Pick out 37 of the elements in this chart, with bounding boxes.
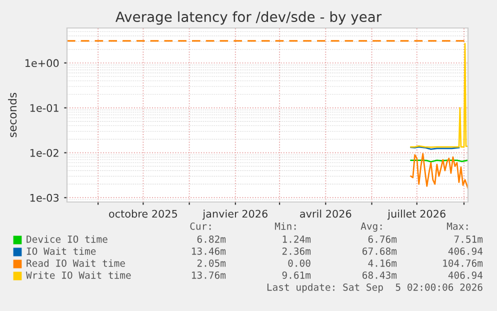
- text: 6.76m: [368, 235, 397, 243]
- x-tick-label: juillet 2026: [387, 210, 446, 220]
- text: Cur:: [190, 222, 211, 230]
- x-tick-label: avril 2026: [300, 210, 352, 218]
- legend-label: Write IO Wait time: [26, 271, 131, 279]
- text: 9.61m: [282, 271, 311, 279]
- text: Min:: [274, 222, 296, 230]
- text: 4.16m: [368, 259, 397, 267]
- text: Avg:: [360, 222, 382, 232]
- x-tick-label: octobre 2025: [109, 210, 178, 218]
- chart-title: Average latency for /dev/sde - by year: [116, 11, 382, 25]
- legend-label: Device IO time: [26, 235, 108, 243]
- y-tick-label: 1e-02: [30, 148, 58, 157]
- text: 104.76m: [443, 259, 483, 267]
- text: 406.94: [448, 271, 483, 279]
- line-series: [410, 42, 468, 148]
- text: 7.51m: [454, 236, 483, 243]
- text: 13.46m: [192, 247, 226, 255]
- text: 6.82m: [197, 235, 226, 243]
- text: 0.00: [288, 259, 310, 267]
- legend-label: IO Wait time: [26, 247, 96, 255]
- y-tick-label: 1e+00: [25, 59, 59, 68]
- text: 2.05m: [197, 259, 226, 267]
- y-tick-label: 1e-01: [30, 104, 58, 112]
- text: 2.36m: [282, 247, 311, 255]
- legend-label: Read IO Wait time: [26, 259, 125, 267]
- text: Max:: [446, 222, 468, 230]
- y-tick-label: 1e-03: [30, 194, 59, 202]
- x-tick-label: janvier 2026: [202, 210, 268, 220]
- text: 406.94: [448, 247, 483, 255]
- y-axis-title: seconds: [8, 92, 17, 138]
- line-series: [410, 153, 468, 190]
- text: 67.68m: [362, 247, 397, 255]
- text: 68.43m: [362, 271, 397, 279]
- text: Last update: Sat Sep 5 02:00:06 2026: [267, 283, 482, 293]
- text: 13.76m: [192, 271, 226, 279]
- text: 1.24m: [282, 235, 311, 243]
